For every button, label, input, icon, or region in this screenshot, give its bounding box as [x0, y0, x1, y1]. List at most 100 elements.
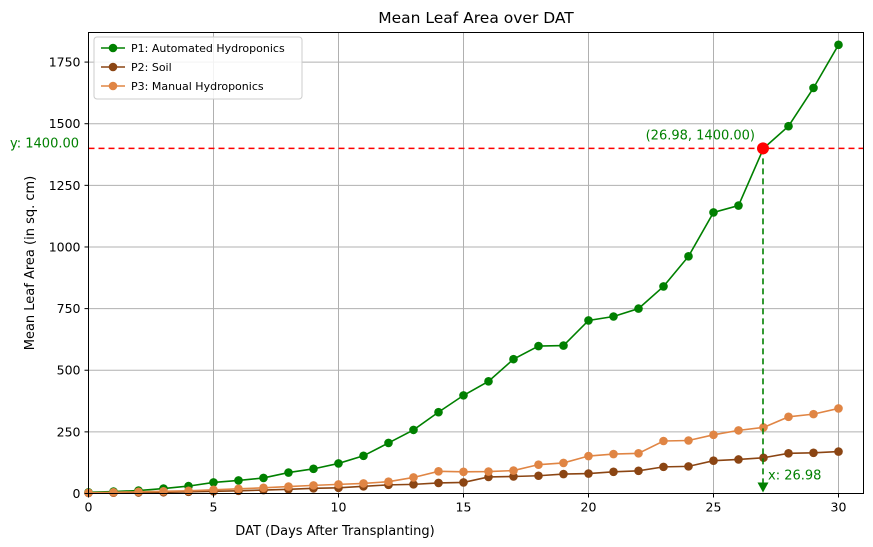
data-point-p3 — [434, 467, 443, 476]
point-annotation: (26.98, 1400.00) — [646, 128, 755, 143]
data-point-p1 — [834, 40, 843, 50]
data-point-p3 — [109, 487, 118, 497]
data-point-p3 — [484, 467, 493, 476]
data-point-p2 — [759, 453, 768, 463]
data-point-p3 — [234, 484, 243, 494]
data-point-p3 — [584, 451, 593, 461]
y-tick-label: 250 — [57, 424, 81, 439]
data-point-p3 — [834, 404, 843, 413]
y-axis-label: Mean Leaf Area (in sq. cm) — [23, 176, 38, 351]
highlighted-point — [757, 142, 769, 155]
y-tick-label: 750 — [57, 301, 81, 316]
x-tick-label: 10 — [331, 500, 347, 515]
data-point-p1 — [784, 121, 793, 131]
data-point-p3 — [459, 467, 468, 477]
data-point-p3 — [334, 480, 343, 489]
data-point-p1 — [484, 377, 493, 386]
data-point-p1 — [359, 451, 368, 461]
data-point-p3 — [684, 436, 693, 445]
plot-frame — [88, 32, 864, 494]
data-point-p1 — [309, 464, 318, 474]
y-tick-label: 500 — [57, 363, 81, 378]
y-axis-ticks: 0 250 500 750 1000 1250 1500 1750 — [49, 55, 89, 501]
x-tick-label: 15 — [456, 500, 472, 515]
y-tick-label: 0 — [73, 486, 81, 501]
legend-marker-p2 — [108, 62, 118, 72]
data-point-p1 — [409, 425, 418, 435]
data-point-p3 — [784, 412, 793, 422]
data-point-p3 — [359, 479, 368, 488]
data-point-p1 — [659, 282, 668, 291]
data-point-p3 — [384, 477, 393, 486]
data-point-p2 — [809, 448, 818, 458]
data-point-p3 — [409, 473, 418, 482]
data-point-p1 — [284, 468, 293, 477]
data-point-p2 — [684, 462, 693, 471]
legend-label-p1: P1: Automated Hydroponics — [131, 42, 285, 55]
y-tick-label: 1000 — [49, 239, 81, 254]
data-point-p1 — [709, 208, 718, 217]
data-point-p1 — [634, 304, 643, 313]
data-point-p3 — [184, 486, 193, 496]
data-point-p3 — [134, 487, 143, 497]
data-point-p1 — [584, 316, 593, 325]
x-tick-label: 30 — [831, 500, 847, 515]
data-point-p2 — [434, 478, 443, 488]
y-tick-label: 1750 — [49, 55, 81, 70]
data-point-p1 — [609, 312, 618, 321]
legend: P1: Automated Hydroponics P2: Soil P3: Man… — [93, 36, 303, 100]
data-point-p3 — [209, 485, 218, 495]
legend-marker-p3 — [108, 81, 118, 91]
series-layer — [84, 40, 843, 498]
data-point-p3 — [509, 466, 518, 475]
data-point-p1 — [809, 83, 818, 93]
data-point-p3 — [709, 430, 718, 440]
data-point-p1 — [209, 478, 218, 487]
legend-box — [93, 36, 303, 100]
legend-label-p2: P2: Soil — [131, 61, 172, 74]
arrow-head-icon — [757, 482, 769, 493]
data-point-p3 — [559, 458, 568, 468]
data-point-p1 — [734, 201, 743, 210]
x-tick-label: 20 — [581, 500, 597, 515]
data-point-p2 — [534, 471, 543, 481]
grid — [88, 32, 864, 494]
data-point-p3 — [259, 483, 268, 493]
data-point-p1 — [384, 438, 393, 448]
data-point-p3 — [284, 482, 293, 491]
data-point-p3 — [759, 423, 768, 432]
x-tick-label: 5 — [210, 500, 218, 515]
x-axis-ticks: 0 5 10 15 20 25 30 — [85, 493, 847, 515]
data-point-p1 — [434, 407, 443, 417]
data-point-p2 — [509, 472, 518, 481]
chart-title: Mean Leaf Area over DAT — [378, 9, 574, 27]
legend-marker-p1 — [108, 43, 118, 53]
x-axis-label: DAT (Days After Transplanting) — [235, 524, 434, 539]
annotation-layer: (26.98, 1400.00) y: 1400.00 x: 26.98 — [10, 128, 864, 493]
x-tick-label: 25 — [706, 500, 722, 515]
data-point-p3 — [734, 426, 743, 435]
data-point-p2 — [459, 478, 468, 487]
data-point-p3 — [609, 449, 618, 459]
data-point-p1 — [509, 354, 518, 364]
data-point-p3 — [809, 409, 818, 419]
data-point-p2 — [709, 456, 718, 466]
data-point-p1 — [459, 391, 468, 400]
x-tick-label: 0 — [85, 500, 93, 515]
data-point-p2 — [559, 469, 568, 479]
data-point-p2 — [609, 467, 618, 477]
data-point-p2 — [834, 447, 843, 456]
data-point-p2 — [784, 449, 793, 458]
data-point-p1 — [684, 252, 693, 261]
data-point-p1 — [559, 341, 568, 350]
data-point-p3 — [159, 486, 168, 496]
y-tick-label: 1500 — [49, 116, 81, 131]
data-point-p2 — [634, 466, 643, 476]
data-point-p2 — [584, 469, 593, 478]
data-point-p1 — [234, 476, 243, 485]
data-point-p1 — [534, 341, 543, 351]
data-point-p3 — [634, 449, 643, 458]
x-value-annotation: x: 26.98 — [768, 469, 821, 484]
y-value-annotation: y: 1400.00 — [10, 136, 79, 151]
